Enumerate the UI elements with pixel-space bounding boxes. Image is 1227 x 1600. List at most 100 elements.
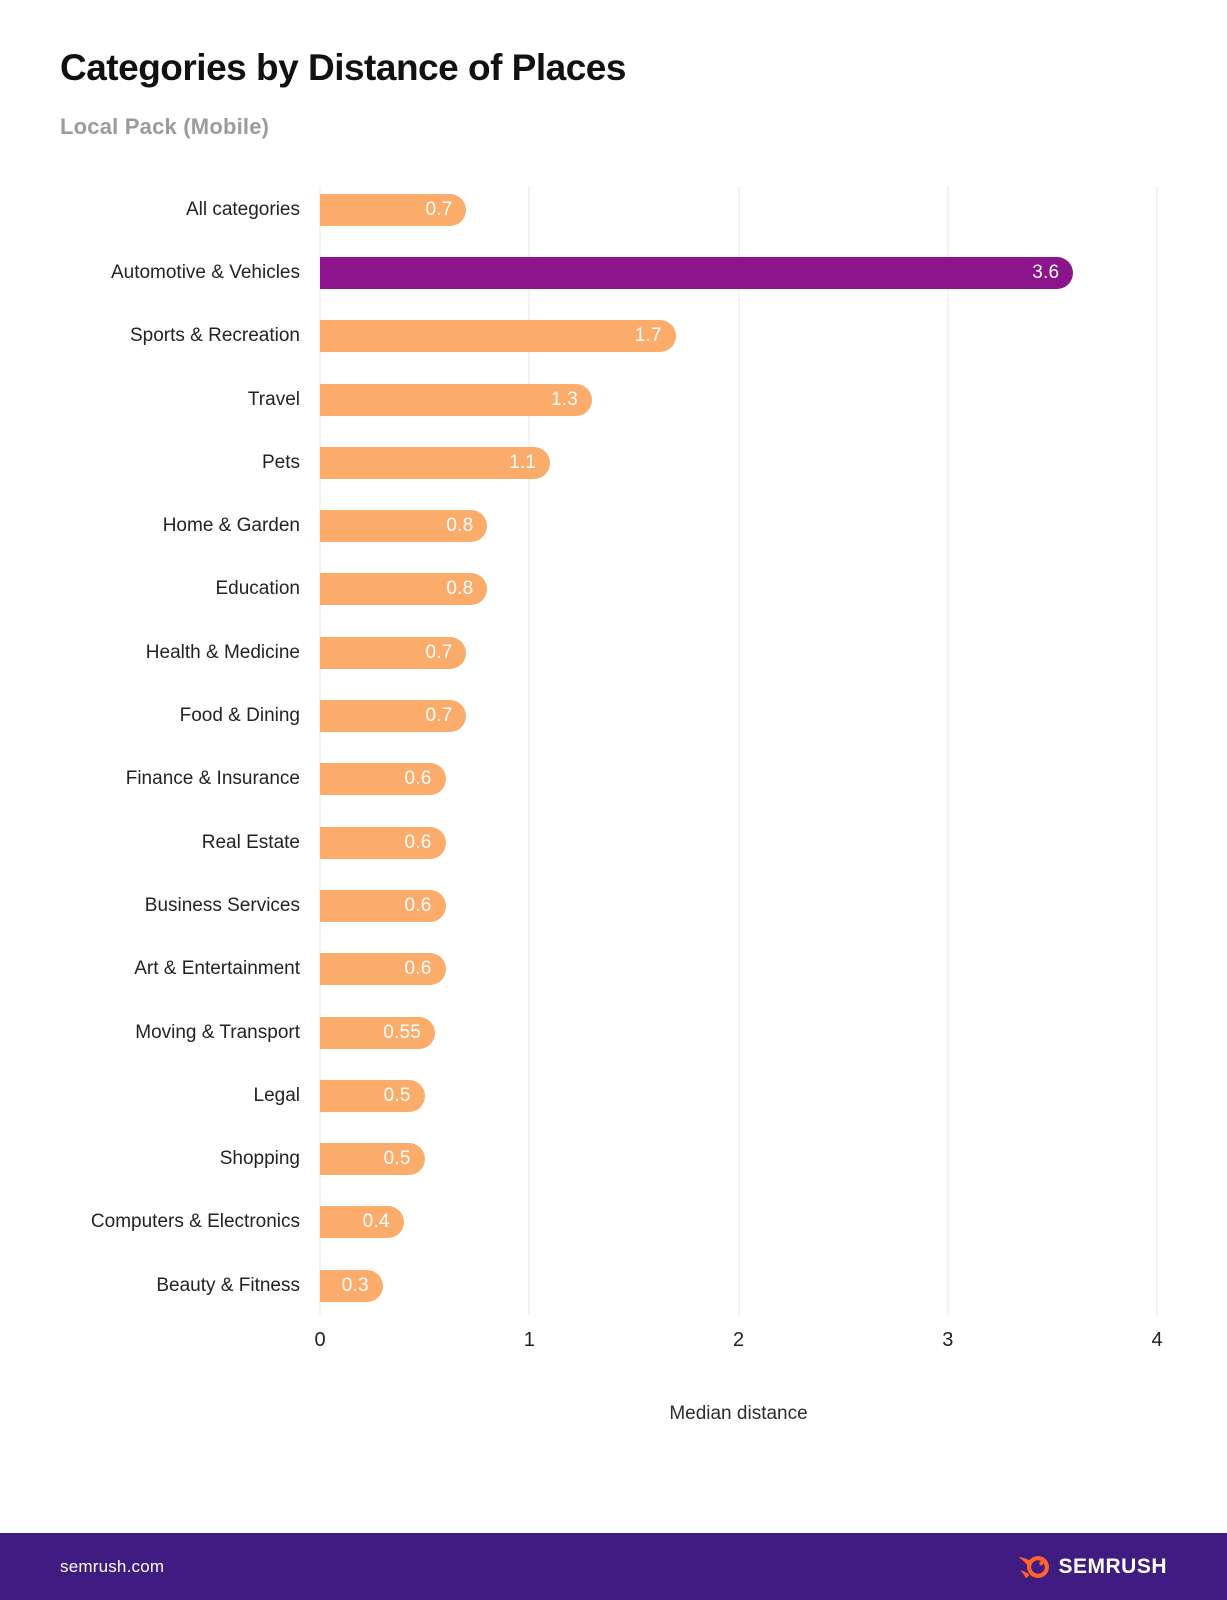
category-label: Travel [247, 388, 300, 410]
bar-value-label: 0.5 [383, 1084, 411, 1106]
category-label: Business Services [144, 894, 300, 916]
bar: 0.5 [320, 1143, 425, 1176]
bar-track: 0.6 [320, 763, 1157, 796]
category-label: Pets [261, 451, 300, 473]
bar-track: 0.8 [320, 573, 1157, 606]
bar-track: 0.5 [320, 1143, 1157, 1176]
chart-row: Home & Garden 0.8 [60, 494, 1157, 557]
bar-track: 0.8 [320, 510, 1157, 543]
bar-value-label: 0.6 [404, 831, 432, 853]
bar-track: 0.7 [320, 636, 1157, 669]
bar: 0.3 [320, 1269, 383, 1302]
bar-value-label: 0.3 [341, 1274, 369, 1296]
bar-value-label: 1.7 [634, 325, 662, 347]
page-subtitle: Local Pack (Mobile) [60, 114, 270, 139]
bar: 0.6 [320, 953, 446, 986]
bar-chart: All categories 0.7 Automotive & Vehicles 3.… [60, 178, 1163, 1425]
chart-row: Finance & Insurance 0.6 [60, 748, 1157, 811]
bar: 0.6 [320, 763, 446, 796]
category-label: Shopping [219, 1148, 300, 1170]
category-label: Real Estate [201, 831, 300, 853]
semrush-brand-text: SEMRUSH [1058, 1554, 1167, 1578]
bar-value-label: 0.7 [425, 198, 453, 220]
category-label: Beauty & Fitness [156, 1274, 300, 1296]
bar-track: 0.6 [320, 953, 1157, 986]
bar-track: 1.3 [320, 383, 1157, 416]
category-label: Computers & Electronics [90, 1211, 300, 1233]
x-tick: 0 [314, 1329, 326, 1352]
bar: 0.5 [320, 1079, 425, 1112]
bar-track: 0.7 [320, 700, 1157, 733]
bar: 3.6 [320, 256, 1074, 289]
chart-row: All categories 0.7 [60, 178, 1157, 241]
x-tick: 4 [1151, 1329, 1163, 1352]
bar-track: 0.55 [320, 1016, 1157, 1049]
category-label: Health & Medicine [145, 641, 300, 663]
bar-value-label: 0.7 [425, 705, 453, 727]
chart-row: Legal 0.5 [60, 1064, 1157, 1127]
bar-track: 1.1 [320, 446, 1157, 479]
bar-value-label: 1.1 [509, 451, 537, 473]
bar-value-label: 0.6 [404, 768, 432, 790]
x-axis: 0 1 2 3 4 [314, 1317, 1162, 1375]
category-label: Moving & Transport [135, 1021, 300, 1043]
bar-track: 0.7 [320, 193, 1157, 226]
category-label: Home & Garden [162, 515, 300, 537]
chart-rows: All categories 0.7 Automotive & Vehicles 3.… [60, 178, 1157, 1317]
bar: 1.7 [320, 320, 676, 353]
bar-value-label: 0.8 [446, 515, 474, 537]
chart-row: Business Services 0.6 [60, 874, 1157, 937]
bar: 0.6 [320, 826, 446, 859]
bar-track: 0.6 [320, 889, 1157, 922]
chart-row: Automotive & Vehicles 3.6 [60, 241, 1157, 304]
header: Categories by Distance of Places Local P… [0, 0, 1227, 140]
category-label: Automotive & Vehicles [110, 261, 300, 283]
page-title: Categories by Distance of Places [60, 47, 626, 88]
bar-track: 1.7 [320, 320, 1157, 353]
bar: 0.8 [320, 510, 488, 543]
semrush-flame-icon [1018, 1555, 1050, 1578]
bar: 0.4 [320, 1206, 404, 1239]
bar-track: 0.3 [320, 1269, 1157, 1302]
category-label: Education [215, 578, 300, 600]
bar: 0.7 [320, 636, 467, 669]
chart-row: Shopping 0.5 [60, 1127, 1157, 1190]
category-label: Food & Dining [179, 705, 300, 727]
x-tick: 2 [732, 1329, 745, 1352]
bar: 0.7 [320, 193, 467, 226]
category-label: Legal [253, 1084, 301, 1106]
category-label: Finance & Insurance [125, 768, 300, 790]
bar-value-label: 0.7 [425, 641, 453, 663]
bar-value-label: 0.55 [383, 1021, 422, 1043]
bar-value-label: 1.3 [551, 388, 579, 410]
semrush-logo: SEMRUSH [1017, 1551, 1167, 1583]
bar: 0.7 [320, 700, 467, 733]
footer: semrush.com SEMRUSH [0, 1533, 1227, 1600]
x-axis-label: Median distance [669, 1403, 808, 1425]
category-label: Art & Entertainment [134, 958, 300, 980]
footer-site-text: semrush.com [60, 1556, 165, 1576]
chart-row: Beauty & Fitness 0.3 [60, 1254, 1157, 1317]
chart-row: Travel 1.3 [60, 368, 1157, 431]
x-tick: 1 [523, 1329, 535, 1352]
chart-row: Health & Medicine 0.7 [60, 621, 1157, 684]
bar: 1.1 [320, 446, 551, 479]
bar-track: 3.6 [320, 256, 1157, 289]
bar-value-label: 0.6 [404, 894, 432, 916]
bar: 0.55 [320, 1016, 436, 1049]
category-label: All categories [185, 198, 300, 220]
chart-row: Computers & Electronics 0.4 [60, 1191, 1157, 1254]
bar: 0.8 [320, 573, 488, 606]
x-axis-label-wrap: Median distance [320, 1403, 1157, 1425]
bar: 0.6 [320, 889, 446, 922]
bar-value-label: 0.6 [404, 958, 432, 980]
category-label: Sports & Recreation [129, 325, 300, 347]
chart-row: Education 0.8 [60, 558, 1157, 621]
bar-track: 0.5 [320, 1079, 1157, 1112]
chart-row: Sports & Recreation 1.7 [60, 305, 1157, 368]
chart-row: Moving & Transport 0.55 [60, 1001, 1157, 1064]
plot-area: All categories 0.7 Automotive & Vehicles 3.… [60, 178, 1158, 1317]
chart-row: Food & Dining 0.7 [60, 684, 1157, 747]
bar-value-label: 0.8 [446, 578, 474, 600]
chart-row: Art & Entertainment 0.6 [60, 938, 1157, 1001]
